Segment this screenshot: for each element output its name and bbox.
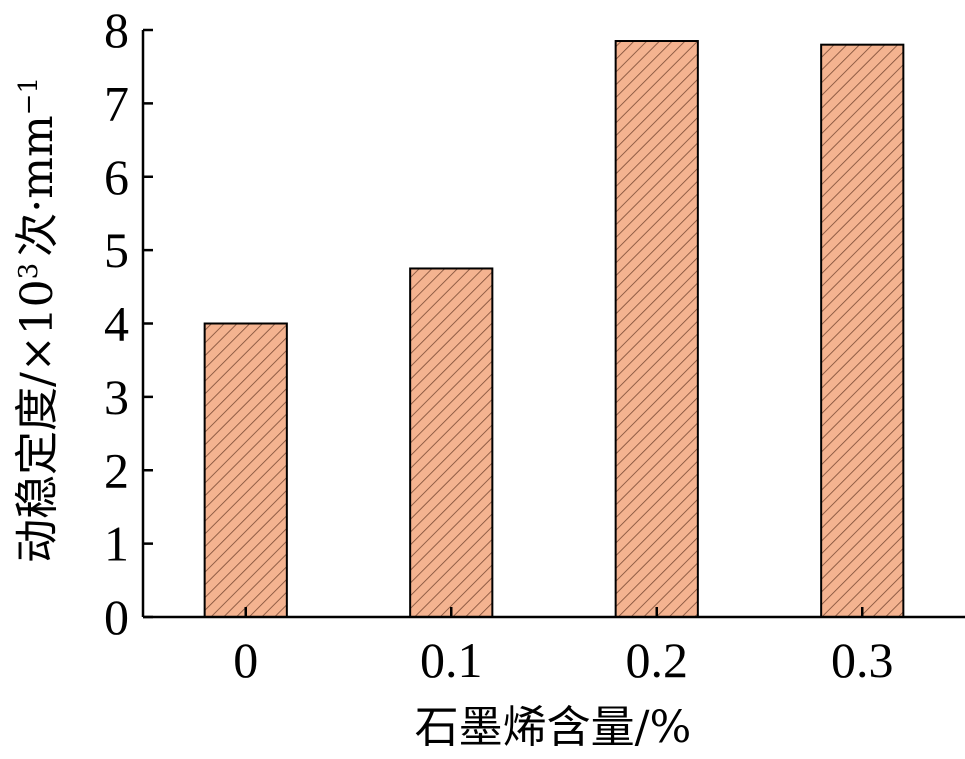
y-tick-label-6: 6 bbox=[104, 149, 129, 205]
y-axis-title-unit-exponent: −1 bbox=[14, 77, 44, 115]
x-tick-label-2: 0.2 bbox=[626, 632, 689, 688]
y-tick-label-5: 5 bbox=[104, 222, 129, 278]
bar-1 bbox=[409, 267, 494, 618]
y-tick-label-0: 0 bbox=[104, 589, 129, 645]
bar-3 bbox=[820, 43, 905, 619]
y-axis-title-unit: 次·mm bbox=[12, 115, 63, 256]
y-tick-label-7: 7 bbox=[104, 75, 129, 131]
y-axis-title-main: 动稳定度/×10 bbox=[12, 279, 63, 563]
bars-group bbox=[203, 40, 905, 619]
y-tick-label-3: 3 bbox=[104, 369, 129, 425]
y-tick-label-1: 1 bbox=[104, 516, 129, 572]
y-ticks-group: 0 1 2 3 4 5 6 7 8 bbox=[104, 2, 153, 645]
x-tick-label-3: 0.3 bbox=[831, 632, 894, 688]
bar-2 bbox=[614, 40, 699, 619]
x-tick-label-0: 0 bbox=[233, 632, 258, 688]
x-tick-label-1: 0.1 bbox=[420, 632, 483, 688]
x-axis-title: 石墨烯含量/% bbox=[415, 702, 692, 753]
bar-0 bbox=[203, 322, 288, 618]
x-ticks-group: 0 0.1 0.2 0.3 bbox=[233, 607, 894, 688]
y-tick-label-4: 4 bbox=[104, 296, 129, 352]
y-axis-title: 动稳定度/×103 次·mm−1 bbox=[12, 77, 63, 563]
y-tick-label-2: 2 bbox=[104, 442, 129, 498]
y-tick-label-8: 8 bbox=[104, 2, 129, 58]
y-axis-title-exponent: 3 bbox=[14, 263, 44, 280]
